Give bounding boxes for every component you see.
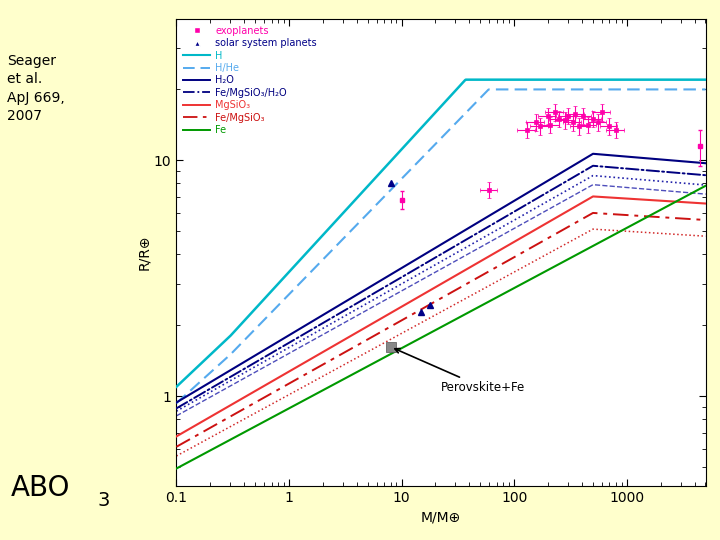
Y-axis label: R/R⊕: R/R⊕ [137, 235, 151, 270]
Text: Seager
et al.
ApJ 669,
2007: Seager et al. ApJ 669, 2007 [7, 54, 65, 123]
X-axis label: M/M⊕: M/M⊕ [421, 510, 461, 524]
Text: ABO: ABO [11, 474, 70, 502]
Text: 3: 3 [97, 491, 109, 510]
Legend: exoplanets, solar system planets, H, H/He, H₂O, Fe/MgSiO₃/H₂O, MgSiO₃, Fe/MgSiO₃: exoplanets, solar system planets, H, H/H… [181, 24, 319, 137]
Text: Perovskite+Fe: Perovskite+Fe [395, 348, 526, 394]
